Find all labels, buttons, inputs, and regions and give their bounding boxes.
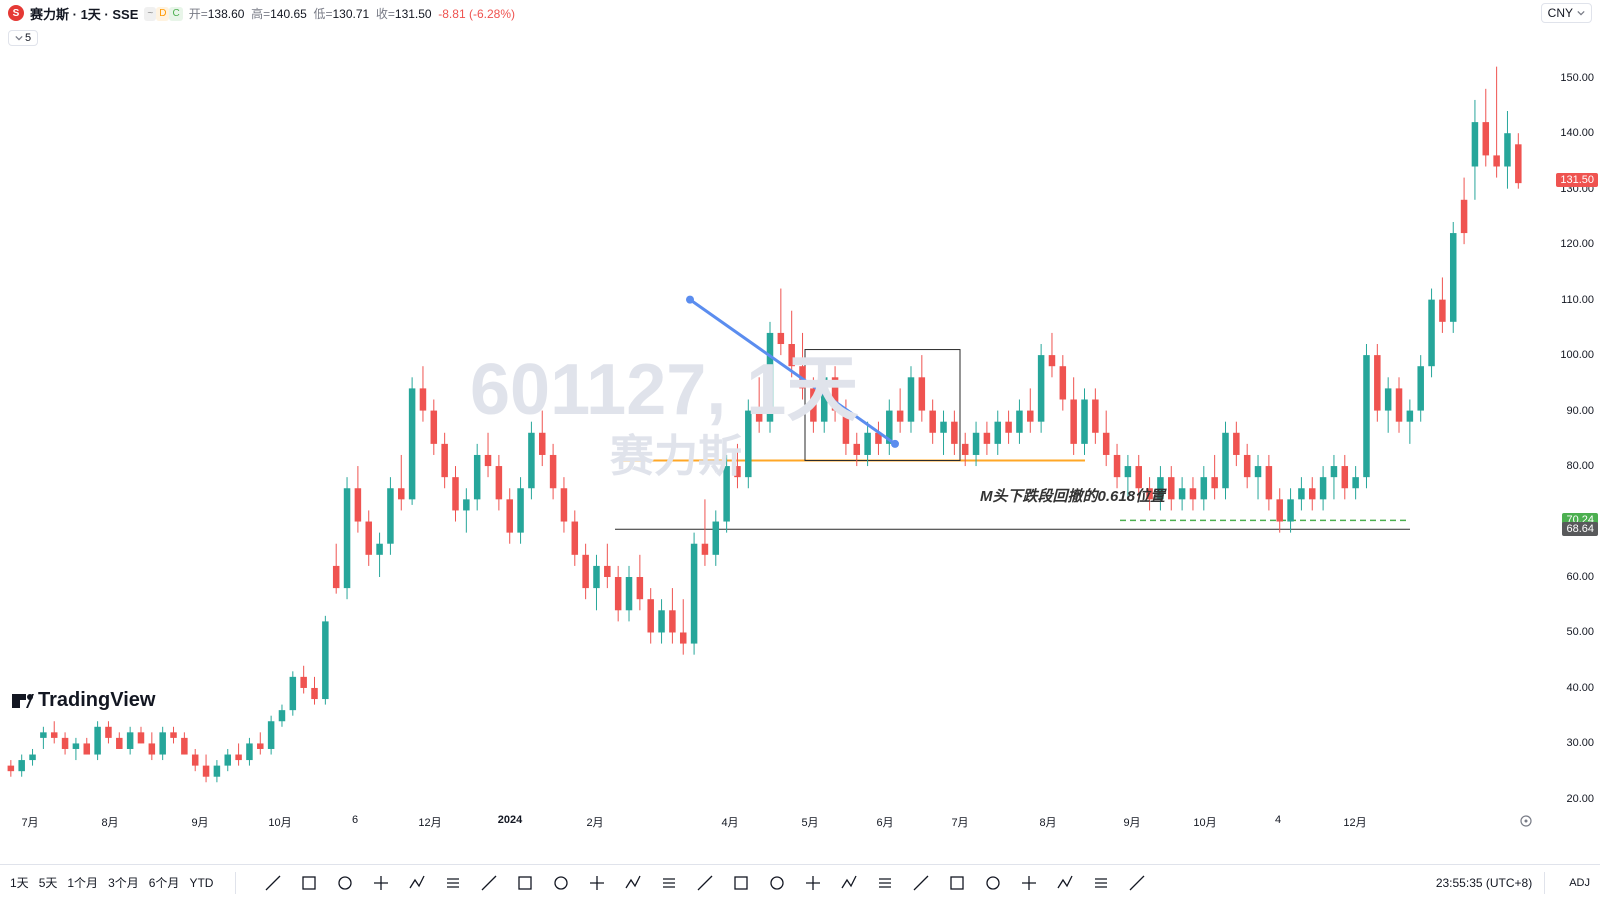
symbol-logo-icon: S — [8, 5, 24, 21]
status-pill: D — [156, 7, 169, 21]
wave-icon[interactable] — [912, 874, 930, 892]
curve-icon[interactable] — [552, 874, 570, 892]
time-axis[interactable]: 7月 8月 9月 10月 6 12月 2024 2月 4月 5月 6月 7月 8月 9月 10月 4 12月 — [0, 810, 1540, 836]
chevron-down-icon — [1577, 9, 1585, 17]
circle-line-icon[interactable] — [516, 874, 534, 892]
separator — [235, 872, 236, 894]
price-tick: 20.00 — [1566, 793, 1594, 805]
clock[interactable]: 23:55:35 (UTC+8) — [1436, 876, 1532, 890]
parallel-icon[interactable] — [408, 874, 426, 892]
brush-icon[interactable] — [948, 874, 966, 892]
text-icon[interactable] — [1092, 874, 1110, 892]
time-tick: 4月 — [721, 814, 738, 830]
magnet-icon[interactable] — [300, 874, 318, 892]
dot-line-icon[interactable] — [588, 874, 606, 892]
time-tick: 6 — [352, 814, 358, 826]
time-tick: 10月 — [268, 814, 291, 830]
rect-icon[interactable] — [480, 874, 498, 892]
price-tick: 50.00 — [1566, 626, 1594, 638]
price-tick: 40.00 — [1566, 682, 1594, 694]
price-tick: 140.00 — [1560, 127, 1594, 139]
price-tick: 100.00 — [1560, 349, 1594, 361]
bottom-toolbar: 1天 5天 1个月 3个月 6个月 YTD 23:55:35 (UTC+8) ADJ — [0, 864, 1600, 900]
price-label: 68.64 — [1562, 522, 1598, 536]
time-tick: 12月 — [418, 814, 441, 830]
time-tick: 7月 — [951, 814, 968, 830]
time-tick: 7月 — [21, 814, 38, 830]
time-tick: 9月 — [191, 814, 208, 830]
pattern-icon[interactable] — [840, 874, 858, 892]
trend-line-icon[interactable] — [336, 874, 354, 892]
zoom-icon[interactable] — [768, 874, 786, 892]
time-tick: 8月 — [1039, 814, 1056, 830]
price-tick: 120.00 — [1560, 238, 1594, 250]
price-tick: 90.00 — [1566, 405, 1594, 417]
candlestick-chart[interactable] — [0, 50, 1540, 810]
price-tick: 80.00 — [1566, 460, 1594, 472]
price-tick: 60.00 — [1566, 571, 1594, 583]
chart-annotation-text: M头下跌段回撤的0.618位置 — [980, 485, 1165, 506]
range-button[interactable]: 5天 — [39, 876, 58, 890]
crosshair-icon[interactable] — [264, 874, 282, 892]
chevron-down-icon — [15, 34, 23, 42]
time-tick: 2月 — [586, 814, 603, 830]
range-button[interactable]: 6个月 — [149, 876, 180, 890]
target-icon[interactable] — [1020, 874, 1038, 892]
range-button[interactable]: YTD — [189, 876, 213, 890]
range-button[interactable]: 1个月 — [67, 876, 98, 890]
separator — [1544, 872, 1545, 894]
time-tick: 6月 — [876, 814, 893, 830]
polyline-icon[interactable] — [372, 874, 390, 892]
price-tick: 110.00 — [1561, 294, 1594, 306]
price-axis[interactable]: 20.0030.0040.0050.0060.0070.0080.0090.00… — [1540, 50, 1600, 810]
range-button[interactable]: 1天 — [10, 876, 29, 890]
head-shoulders-icon[interactable] — [1056, 874, 1074, 892]
axis-settings-icon[interactable] — [1518, 813, 1534, 829]
tradingview-logo-icon — [12, 694, 34, 708]
status-pill: C — [169, 7, 182, 21]
arc-icon[interactable] — [984, 874, 1002, 892]
time-tick: 12月 — [1343, 814, 1366, 830]
price-range-icon[interactable] — [876, 874, 894, 892]
symbol-name[interactable]: 赛力斯 · 1天 · SSE — [30, 4, 138, 23]
bracket-icon[interactable] — [624, 874, 642, 892]
horizontal-icon[interactable] — [444, 874, 462, 892]
price-label: 131.50 — [1556, 173, 1598, 187]
adj-toggle[interactable]: ADJ — [1569, 877, 1590, 889]
grid-icon[interactable] — [732, 874, 750, 892]
time-tick: 5月 — [801, 814, 818, 830]
fib-icon[interactable] — [804, 874, 822, 892]
ohlc-readout: 开=138.60 高=140.65 低=130.71 收=131.50 -8.8… — [189, 5, 515, 22]
ruler-icon[interactable] — [696, 874, 714, 892]
time-tick: 4 — [1275, 814, 1281, 826]
time-tick: 2024 — [498, 814, 522, 826]
arrow-icon[interactable] — [660, 874, 678, 892]
price-tick: 150.00 — [1560, 72, 1594, 84]
header-row-2: 5 — [0, 26, 1600, 50]
price-tick: 30.00 — [1566, 737, 1594, 749]
time-tick: 9月 — [1123, 814, 1140, 830]
time-tick: 10月 — [1193, 814, 1216, 830]
range-button[interactable]: 3个月 — [108, 876, 139, 890]
currency-selector[interactable]: CNY — [1541, 3, 1592, 23]
chart-pane[interactable]: 601127, 1天 赛力斯 M头下跌段回撤的0.618位置 TradingVi… — [0, 50, 1540, 810]
tradingview-logo: TradingView — [12, 689, 155, 712]
collapse-button[interactable]: 5 — [8, 30, 38, 46]
top-header: S 赛力斯 · 1天 · SSE ~DC 开=138.60 高=140.65 低… — [0, 0, 1600, 26]
time-tick: 8月 — [101, 814, 118, 830]
comment-icon[interactable] — [1128, 874, 1146, 892]
status-pill: ~ — [144, 7, 156, 21]
